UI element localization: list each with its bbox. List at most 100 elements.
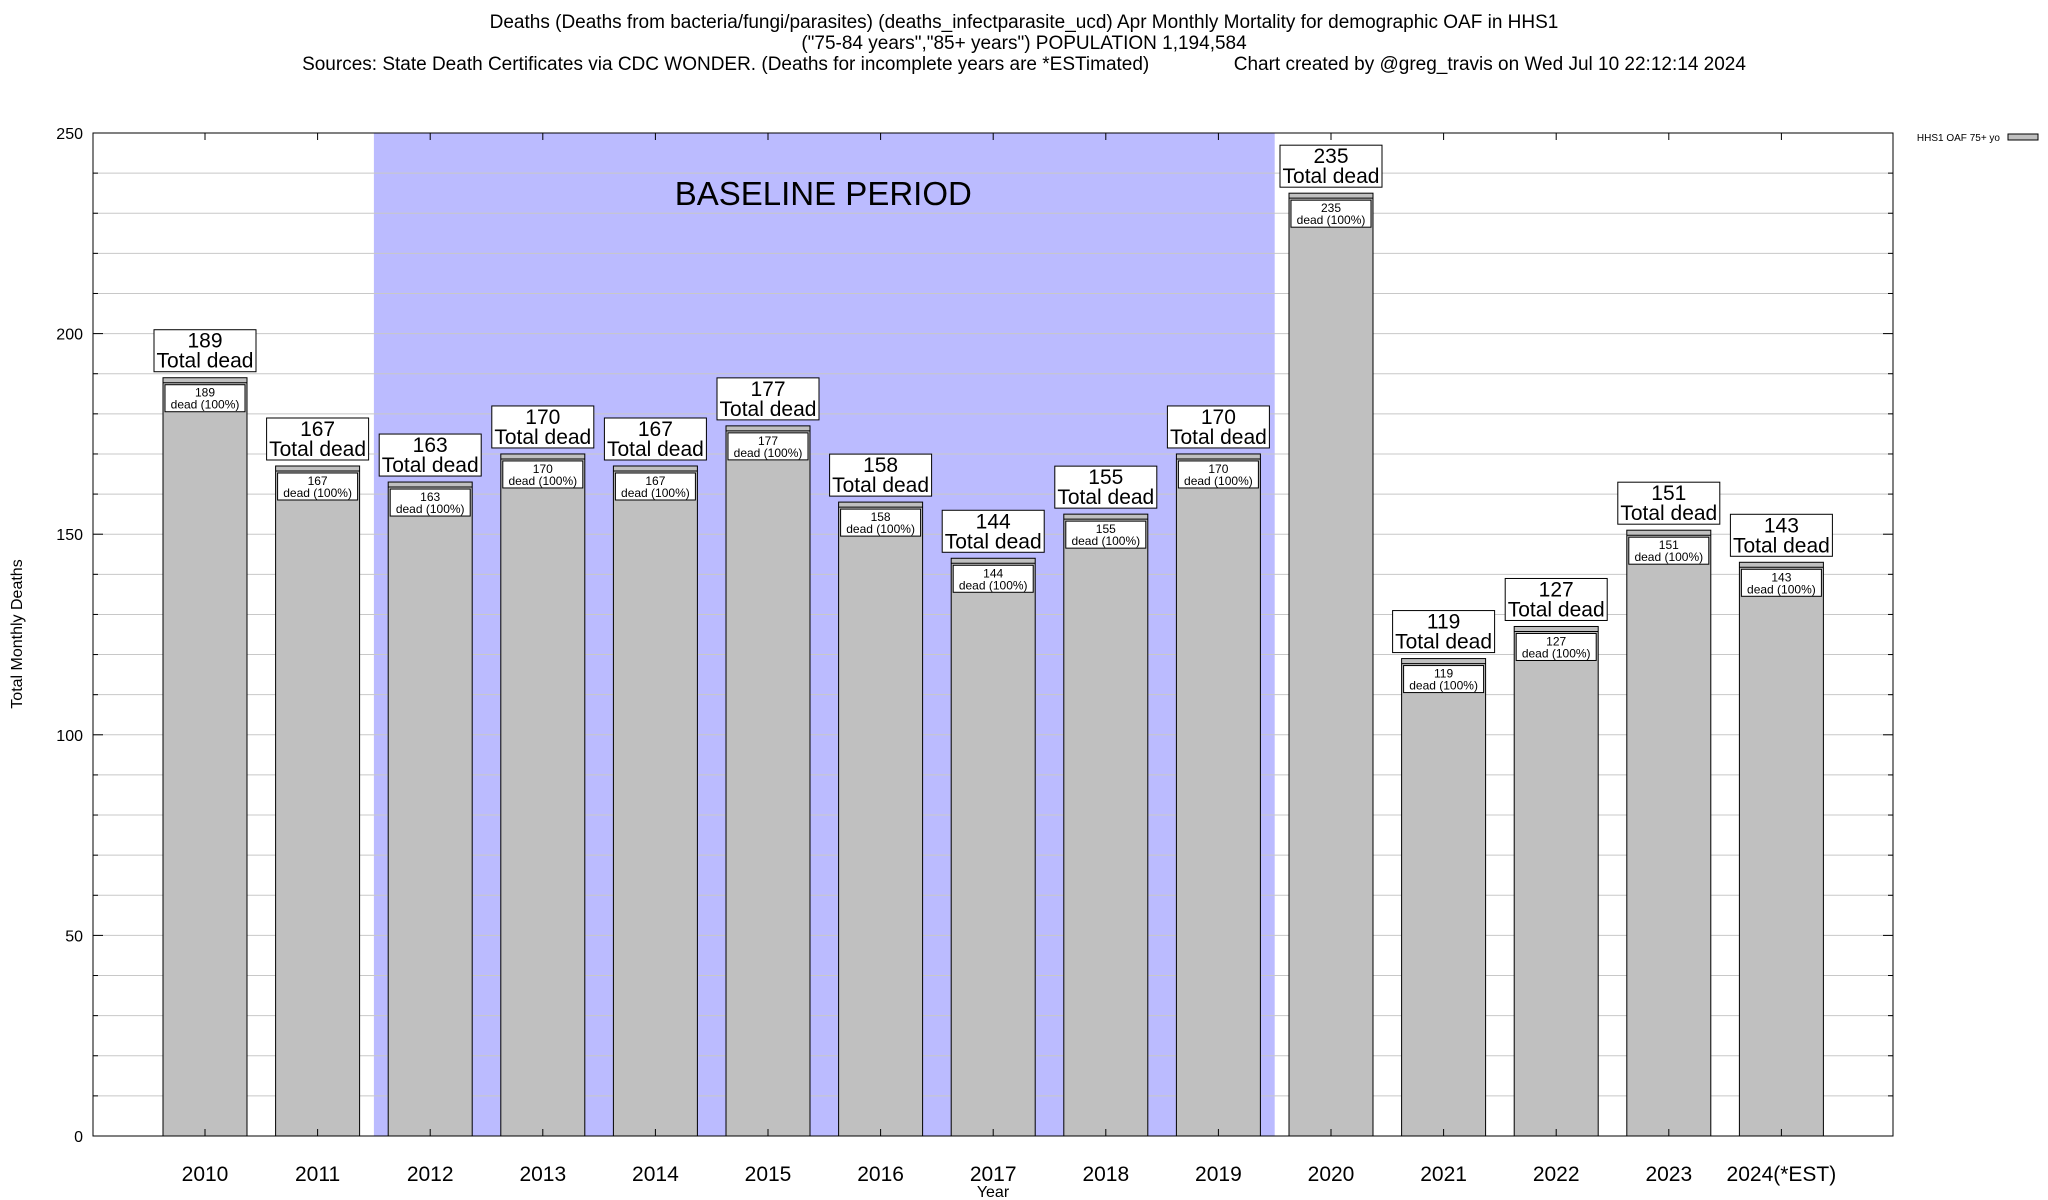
inner-label-box <box>952 564 1034 593</box>
legend-label: HHS1 OAF 75+ yo <box>1917 133 2001 144</box>
inner-label-box <box>1403 665 1485 694</box>
x-tick-label: 2019 <box>1195 1163 1242 1186</box>
inner-percent-label: dead (100%) <box>1634 550 1703 564</box>
total-dead-label: Total dead <box>1283 165 1380 188</box>
inner-percent-label: dead (100%) <box>1071 534 1140 548</box>
total-label-box <box>603 417 707 461</box>
y-tick-label: 200 <box>56 327 83 344</box>
total-value-label: 155 <box>1088 466 1123 489</box>
legend-swatch <box>2007 133 2039 141</box>
total-label-box <box>1729 513 1833 557</box>
bar <box>1288 192 1374 1137</box>
x-tick-label: 2015 <box>745 1163 792 1186</box>
total-label-box <box>1166 405 1270 449</box>
total-dead-label: Total dead <box>832 474 929 497</box>
inner-label-box <box>1065 520 1147 549</box>
bar <box>950 557 1036 1137</box>
total-dead-label: Total dead <box>382 454 479 477</box>
total-value-label: 167 <box>300 418 335 441</box>
inner-percent-label: dead (100%) <box>1522 646 1591 660</box>
x-tick-label: 2014 <box>632 1163 679 1186</box>
bar <box>838 501 924 1137</box>
total-dead-label: Total dead <box>269 438 366 461</box>
bar <box>162 377 248 1137</box>
chart-subtitle: ("75-84 years","85+ years") POPULATION 1… <box>801 33 1247 54</box>
total-label-box <box>266 417 370 461</box>
inner-value-label: 151 <box>1659 538 1679 552</box>
x-tick-label: 2017 <box>970 1163 1017 1186</box>
bar <box>500 453 586 1137</box>
inner-value-label: 119 <box>1434 667 1453 681</box>
inner-label-box <box>389 488 471 517</box>
bar <box>275 465 361 1137</box>
y-tick-label: 100 <box>56 728 83 745</box>
bar <box>387 481 473 1137</box>
total-label-box <box>1504 577 1608 621</box>
total-label-box <box>491 405 595 449</box>
inner-value-label: 170 <box>533 462 553 476</box>
chart-title-block: Deaths (Deaths from bacteria/fungi/paras… <box>0 12 2048 75</box>
total-dead-label: Total dead <box>945 530 1042 553</box>
inner-label-box <box>164 384 246 413</box>
y-axis-title: Total Monthly Deaths <box>9 559 26 708</box>
total-value-label: 144 <box>976 510 1011 533</box>
total-value-label: 170 <box>525 406 560 429</box>
inner-value-label: 143 <box>1771 570 1791 584</box>
x-tick-label: 2020 <box>1308 1163 1355 1186</box>
x-tick-label: 2021 <box>1420 1163 1467 1186</box>
inner-percent-label: dead (100%) <box>508 474 577 488</box>
total-label-box <box>716 377 820 421</box>
baseline-label: BASELINE PERIOD <box>675 175 972 212</box>
x-tick-label: 2011 <box>295 1163 340 1186</box>
total-label-box <box>829 453 933 497</box>
bar <box>612 465 698 1137</box>
total-value-label: 119 <box>1427 611 1460 634</box>
total-dead-label: Total dead <box>1620 502 1717 525</box>
total-dead-label: Total dead <box>1733 534 1830 557</box>
inner-percent-label: dead (100%) <box>1409 679 1478 693</box>
total-dead-label: Total dead <box>494 426 591 449</box>
x-tick-label: 2016 <box>857 1163 904 1186</box>
bar <box>1738 561 1824 1137</box>
inner-value-label: 177 <box>758 434 778 448</box>
y-tick-label: 50 <box>65 928 83 945</box>
inner-value-label: 235 <box>1321 201 1341 215</box>
total-dead-label: Total dead <box>1057 486 1154 509</box>
total-dead-label: Total dead <box>607 438 704 461</box>
total-value-label: 127 <box>1539 578 1574 601</box>
inner-value-label: 155 <box>1096 522 1116 536</box>
inner-label-box <box>502 460 584 489</box>
total-dead-label: Total dead <box>1395 631 1492 654</box>
x-tick-label: 2013 <box>519 1163 566 1186</box>
inner-label-box <box>1740 568 1822 597</box>
inner-label-box <box>840 508 922 537</box>
total-label-box <box>1617 481 1721 525</box>
inner-percent-label: dead (100%) <box>1297 213 1366 227</box>
x-tick-label: 2022 <box>1533 1163 1580 1186</box>
plot-border <box>92 132 1894 1137</box>
total-label-box <box>941 509 1045 553</box>
total-value-label: 235 <box>1313 145 1348 168</box>
total-dead-label: Total dead <box>1508 598 1605 621</box>
inner-value-label: 144 <box>983 566 1003 580</box>
chart-title: Deaths (Deaths from bacteria/fungi/paras… <box>489 12 1559 33</box>
y-tick-label: 150 <box>56 527 83 544</box>
inner-percent-label: dead (100%) <box>959 578 1028 592</box>
chart-credit: Chart created by @greg_travis on Wed Jul… <box>1233 54 1746 75</box>
x-tick-label: 2012 <box>407 1163 454 1186</box>
x-tick-label: 2024(*EST) <box>1727 1163 1837 1186</box>
total-dead-label: Total dead <box>157 350 254 373</box>
inner-percent-label: dead (100%) <box>846 522 915 536</box>
inner-percent-label: dead (100%) <box>734 446 803 460</box>
inner-label-box <box>277 472 359 501</box>
x-tick-label: 2010 <box>182 1163 229 1186</box>
y-tick-label: 0 <box>74 1129 83 1146</box>
total-value-label: 143 <box>1764 514 1799 537</box>
total-label-box <box>1279 144 1383 188</box>
x-tick-label: 2018 <box>1082 1163 1129 1186</box>
total-value-label: 163 <box>413 434 448 457</box>
x-axis-title: Year <box>977 1184 1010 1200</box>
inner-label-box <box>1515 632 1597 661</box>
inner-percent-label: dead (100%) <box>1747 582 1816 596</box>
